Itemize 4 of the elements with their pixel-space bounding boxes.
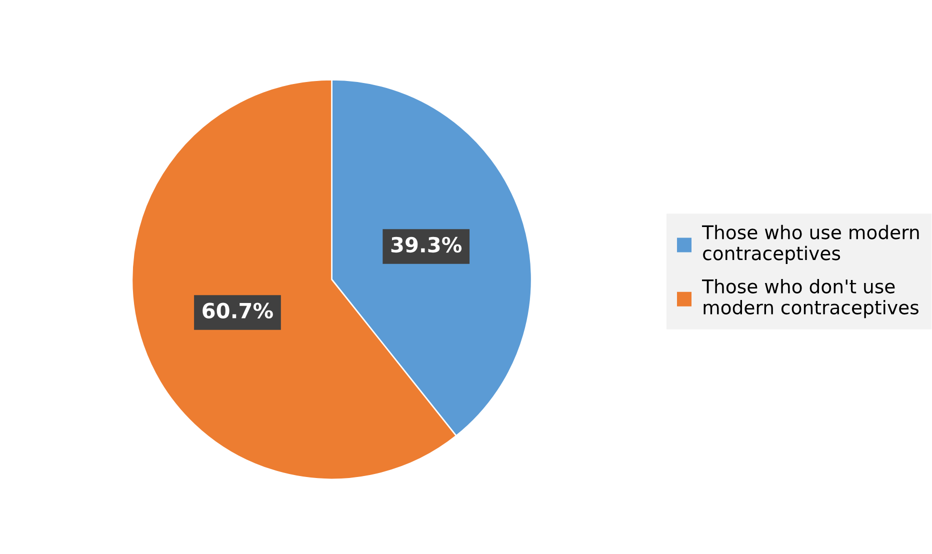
legend-label: Those who use modern contraceptives	[702, 224, 919, 264]
data-label: 60.7%	[202, 302, 273, 318]
data-label: 39.3%	[391, 236, 462, 253]
legend-label: Those who don't use modern contraceptives	[702, 278, 918, 318]
